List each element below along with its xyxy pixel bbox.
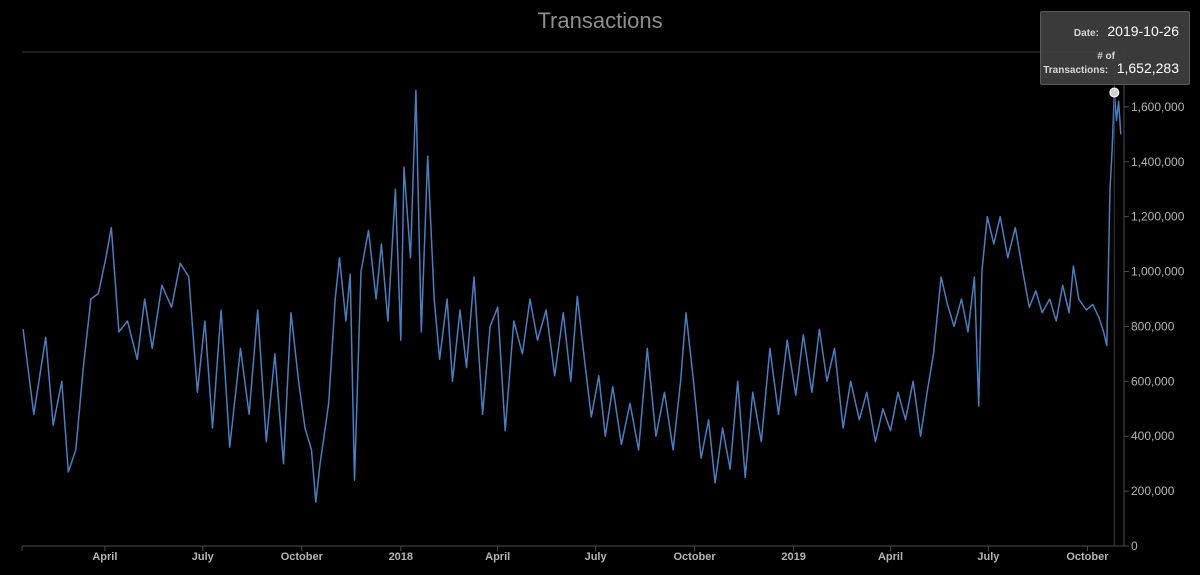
hover-marker[interactable]: [1109, 87, 1120, 98]
x-tick-label: July: [977, 551, 1000, 563]
y-tick-label: 400,000: [1131, 429, 1175, 443]
y-tick-label: 800,000: [1131, 319, 1175, 333]
x-tick-label: October: [674, 551, 717, 563]
x-tick-label: 2019: [781, 551, 805, 563]
tooltip-count-value: 1,652,283: [1116, 60, 1179, 76]
y-axis-ticks: 0 200,000 400,000 600,000 800,000 1,000,000 1,…: [1124, 100, 1185, 553]
x-tick-label: October: [1066, 551, 1109, 563]
tooltip-date-value: 2019-10-26: [1107, 23, 1179, 39]
y-tick-label: 200,000: [1131, 484, 1175, 498]
x-tick-label: April: [878, 551, 903, 563]
x-tick-label: October: [281, 551, 324, 563]
x-tick-label: July: [585, 551, 608, 563]
tooltip: Date: 2019-10-26 # of Transactions: 1,65…: [1040, 11, 1190, 85]
y-tick-label: 1,400,000: [1131, 155, 1185, 169]
y-tick-label: 1,200,000: [1131, 210, 1185, 224]
x-tick-label: 2018: [389, 551, 413, 563]
x-tick-label: July: [192, 551, 215, 563]
x-tick-label: April: [92, 551, 117, 563]
y-tick-label: 1,000,000: [1131, 265, 1185, 279]
tooltip-date-label: Date:: [1073, 28, 1099, 39]
tooltip-count-label-line2: Transactions:: [1043, 65, 1109, 76]
x-axis-ticks: April July October 2018 April July October 2019…: [21, 546, 1109, 563]
y-tick-label: 600,000: [1131, 374, 1175, 388]
y-tick-label: 0: [1131, 539, 1138, 553]
y-tick-label: 1,600,000: [1131, 100, 1185, 114]
tooltip-count-label-line1: # of: [1097, 51, 1115, 62]
chart-title: Transactions: [537, 8, 663, 33]
series-line: [22, 89, 1122, 503]
x-tick-label: April: [485, 551, 510, 563]
